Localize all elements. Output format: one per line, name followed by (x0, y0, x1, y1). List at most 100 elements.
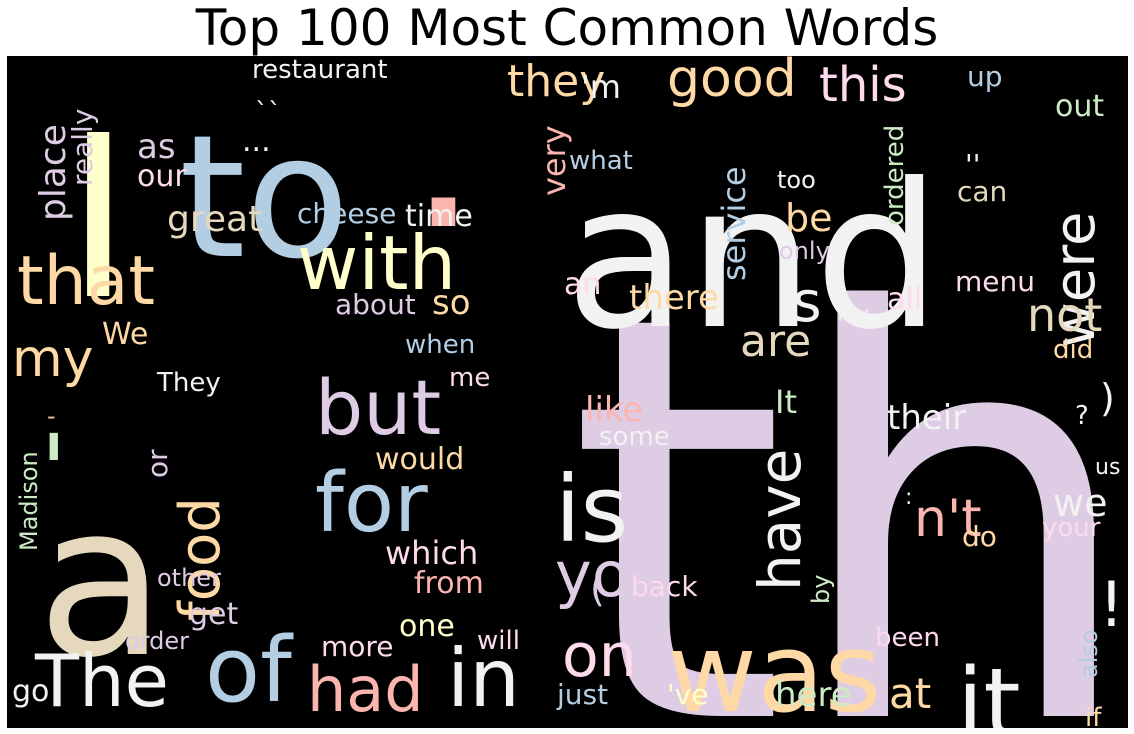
cloud-word: time (405, 199, 473, 234)
cloud-word: other (157, 564, 221, 592)
cloud-word: really (66, 109, 99, 186)
cloud-word: as (137, 127, 176, 167)
cloud-word: what (569, 146, 633, 176)
cloud-word: very (535, 125, 573, 196)
cloud-word: all (887, 282, 922, 317)
cloud-word: here (775, 675, 852, 715)
cloud-word: ? (1075, 401, 1089, 431)
cloud-word: with (297, 219, 456, 307)
cloud-word: at (889, 669, 931, 718)
cloud-word: is (555, 456, 629, 563)
cloud-word: go (12, 674, 49, 709)
cloud-word: on (562, 621, 637, 691)
cloud-word: good (667, 56, 797, 109)
cloud-word: They (156, 368, 221, 398)
cloud-word: this (819, 57, 907, 113)
cloud-word: my (12, 329, 93, 389)
cloud-word: . (407, 56, 480, 281)
cloud-word: 've (667, 678, 709, 711)
cloud-word: would (375, 442, 464, 477)
cloud-word: will (477, 626, 520, 656)
cloud-word: cheese (297, 197, 396, 230)
cloud-word: about (335, 288, 416, 321)
cloud-word: are (740, 316, 811, 367)
cloud-word: up (967, 60, 1003, 93)
cloud-word: : (905, 485, 912, 510)
cloud-word: they (507, 56, 605, 107)
cloud-word: menu (955, 265, 1035, 298)
cloud-word: service (715, 166, 753, 281)
cloud-word: a (37, 459, 166, 704)
cloud-word: get (189, 597, 239, 632)
cloud-word: out (1055, 89, 1104, 124)
cloud-word: great (167, 199, 262, 240)
cloud-word: Madison (15, 451, 43, 551)
cloud-word: that (17, 242, 155, 321)
cloud-word: just (556, 678, 608, 711)
cloud-word: more (321, 630, 394, 663)
cloud-word: ( (590, 566, 605, 610)
cloud-word: and (565, 141, 941, 374)
cloud-word: `` (255, 98, 281, 128)
cloud-word: so (432, 283, 471, 323)
cloud-word: ' (40, 413, 68, 530)
cloud-word: - (47, 402, 56, 430)
cloud-word: when (405, 330, 475, 360)
cloud-word: an (564, 267, 601, 302)
cloud-word: your (1042, 513, 1101, 543)
cloud-word: the (567, 197, 1128, 728)
cloud-word: order (125, 627, 189, 655)
cloud-word: by (807, 575, 835, 604)
cloud-word: restaurant (252, 56, 388, 85)
cloud-word: I (65, 88, 131, 350)
cloud-word: from (414, 566, 484, 601)
cloud-word: only (779, 237, 830, 265)
cloud-word: it (957, 649, 1021, 728)
cloud-word: we (1053, 481, 1107, 525)
cloud-word: '' (965, 148, 980, 181)
cloud-word: were (1043, 212, 1108, 349)
cloud-word: me (449, 363, 490, 393)
cloud-word: there (629, 278, 719, 318)
cloud-word: to (179, 99, 350, 297)
cloud-word: their (887, 398, 966, 438)
cloud-word: We (102, 317, 148, 352)
chart-title: Top 100 Most Common Words (195, 0, 939, 57)
cloud-word: ordered (880, 125, 910, 226)
cloud-word: n't (914, 489, 982, 549)
cloud-word: My (837, 302, 869, 327)
cloud-word: 'm (581, 68, 621, 106)
cloud-word: have (746, 449, 814, 591)
cloud-word: ! (1099, 568, 1124, 641)
cloud-background (7, 56, 1128, 728)
cloud-word: did (1053, 335, 1093, 365)
cloud-word: or (141, 449, 174, 478)
cloud-word: us (1095, 455, 1120, 480)
cloud-word: ... (242, 124, 271, 159)
cloud-word: some (599, 422, 670, 452)
cloud-word: in (447, 632, 520, 725)
cloud-word: our (137, 159, 187, 194)
cloud-word: food (168, 497, 233, 621)
cloud-word: too (777, 166, 816, 194)
cloud-word: was (667, 609, 882, 728)
cloud-word: which (385, 534, 478, 572)
cloud-word: you (555, 538, 669, 611)
cloud-word: but (315, 363, 441, 452)
cloud-word: 's (777, 270, 822, 335)
cloud-word: been (875, 623, 940, 653)
cloud-word: had (307, 653, 424, 726)
cloud-word: ) (1100, 376, 1115, 420)
cloud-word: The (34, 639, 169, 723)
cloud-word: one (399, 609, 455, 644)
cloud-word: if (1085, 703, 1102, 728)
cloud-word: also (1075, 629, 1103, 678)
cloud-word: for (315, 456, 428, 551)
cloud-word: back (631, 570, 698, 603)
cloud-word: place (33, 124, 74, 221)
cloud-word: not (1027, 288, 1102, 342)
cloud-word: can (957, 175, 1007, 208)
cloud-word: of (205, 618, 294, 723)
